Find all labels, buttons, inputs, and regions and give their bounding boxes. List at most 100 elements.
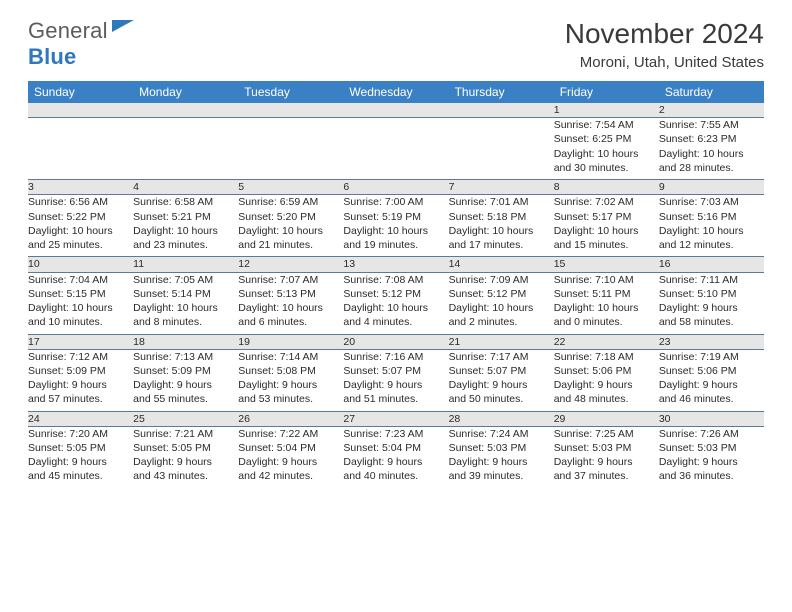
daylight-text-1: Daylight: 10 hours [28,301,133,315]
day-number-row: 10111213141516 [28,257,764,272]
day-detail-cell: Sunrise: 7:14 AMSunset: 5:08 PMDaylight:… [238,349,343,411]
daylight-text-2: and 4 minutes. [343,315,448,329]
day-number-cell: 20 [343,334,448,349]
sunset-text: Sunset: 5:04 PM [238,441,343,455]
day-number-cell: 2 [659,103,764,118]
daylight-text-2: and 50 minutes. [449,392,554,406]
daylight-text-2: and 58 minutes. [659,315,764,329]
day-number-cell: 15 [554,257,659,272]
daylight-text-1: Daylight: 9 hours [343,378,448,392]
daylight-text-2: and 8 minutes. [133,315,238,329]
daylight-text-2: and 42 minutes. [238,469,343,483]
daylight-text-2: and 23 minutes. [133,238,238,252]
daylight-text-2: and 19 minutes. [343,238,448,252]
day-detail-cell [343,118,448,180]
day-detail-cell [133,118,238,180]
sunset-text: Sunset: 5:05 PM [133,441,238,455]
day-number-row: 3456789 [28,180,764,195]
daylight-text-1: Daylight: 10 hours [238,301,343,315]
sunrise-text: Sunrise: 7:16 AM [343,350,448,364]
sunset-text: Sunset: 5:17 PM [554,210,659,224]
sunset-text: Sunset: 5:18 PM [449,210,554,224]
daylight-text-2: and 46 minutes. [659,392,764,406]
daylight-text-2: and 25 minutes. [28,238,133,252]
day-detail-row: Sunrise: 7:04 AMSunset: 5:15 PMDaylight:… [28,272,764,334]
sunset-text: Sunset: 5:12 PM [343,287,448,301]
day-number-cell: 19 [238,334,343,349]
day-number-cell: 6 [343,180,448,195]
daylight-text-2: and 48 minutes. [554,392,659,406]
sunset-text: Sunset: 5:11 PM [554,287,659,301]
sunrise-text: Sunrise: 7:55 AM [659,118,764,132]
sunset-text: Sunset: 5:06 PM [554,364,659,378]
weekday-header: Saturday [659,81,764,103]
sunset-text: Sunset: 5:05 PM [28,441,133,455]
sunrise-text: Sunrise: 7:17 AM [449,350,554,364]
day-number-row: 17181920212223 [28,334,764,349]
sunset-text: Sunset: 5:22 PM [28,210,133,224]
sunset-text: Sunset: 5:07 PM [343,364,448,378]
day-detail-cell: Sunrise: 6:59 AMSunset: 5:20 PMDaylight:… [238,195,343,257]
day-number-cell: 9 [659,180,764,195]
weekday-header: Friday [554,81,659,103]
daylight-text-1: Daylight: 9 hours [133,378,238,392]
day-number-cell: 25 [133,411,238,426]
daylight-text-1: Daylight: 10 hours [449,301,554,315]
title-block: November 2024 Moroni, Utah, United State… [565,18,764,71]
daylight-text-2: and 57 minutes. [28,392,133,406]
day-detail-cell: Sunrise: 6:58 AMSunset: 5:21 PMDaylight:… [133,195,238,257]
daylight-text-2: and 30 minutes. [554,161,659,175]
daylight-text-2: and 21 minutes. [238,238,343,252]
sunset-text: Sunset: 5:21 PM [133,210,238,224]
daylight-text-1: Daylight: 10 hours [133,224,238,238]
daylight-text-2: and 0 minutes. [554,315,659,329]
day-detail-cell: Sunrise: 7:16 AMSunset: 5:07 PMDaylight:… [343,349,448,411]
sunrise-text: Sunrise: 7:21 AM [133,427,238,441]
sunset-text: Sunset: 5:03 PM [659,441,764,455]
daylight-text-2: and 37 minutes. [554,469,659,483]
daylight-text-1: Daylight: 9 hours [28,378,133,392]
sunset-text: Sunset: 5:09 PM [133,364,238,378]
weekday-header: Wednesday [343,81,448,103]
sunset-text: Sunset: 5:15 PM [28,287,133,301]
day-number-cell: 7 [449,180,554,195]
weekday-header: Tuesday [238,81,343,103]
sunrise-text: Sunrise: 6:59 AM [238,195,343,209]
sunset-text: Sunset: 5:07 PM [449,364,554,378]
logo: General Blue [28,18,108,70]
day-detail-cell: Sunrise: 7:54 AMSunset: 6:25 PMDaylight:… [554,118,659,180]
sunrise-text: Sunrise: 7:04 AM [28,273,133,287]
sunset-text: Sunset: 5:10 PM [659,287,764,301]
day-number-cell: 10 [28,257,133,272]
day-number-cell: 11 [133,257,238,272]
sunset-text: Sunset: 5:16 PM [659,210,764,224]
weekday-header: Thursday [449,81,554,103]
day-detail-cell: Sunrise: 7:07 AMSunset: 5:13 PMDaylight:… [238,272,343,334]
day-number-cell: 30 [659,411,764,426]
sunrise-text: Sunrise: 6:58 AM [133,195,238,209]
sunrise-text: Sunrise: 7:54 AM [554,118,659,132]
daylight-text-1: Daylight: 9 hours [449,455,554,469]
daylight-text-2: and 12 minutes. [659,238,764,252]
day-number-cell: 4 [133,180,238,195]
day-detail-cell: Sunrise: 7:21 AMSunset: 5:05 PMDaylight:… [133,426,238,488]
day-detail-row: Sunrise: 6:56 AMSunset: 5:22 PMDaylight:… [28,195,764,257]
daylight-text-1: Daylight: 10 hours [659,147,764,161]
weekday-header: Monday [133,81,238,103]
daylight-text-2: and 43 minutes. [133,469,238,483]
sunrise-text: Sunrise: 7:14 AM [238,350,343,364]
day-detail-row: Sunrise: 7:54 AMSunset: 6:25 PMDaylight:… [28,118,764,180]
day-detail-cell: Sunrise: 7:26 AMSunset: 5:03 PMDaylight:… [659,426,764,488]
day-number-cell [238,103,343,118]
sunset-text: Sunset: 5:06 PM [659,364,764,378]
day-detail-cell: Sunrise: 7:22 AMSunset: 5:04 PMDaylight:… [238,426,343,488]
header: General Blue November 2024 Moroni, Utah,… [28,18,764,71]
day-detail-cell: Sunrise: 7:20 AMSunset: 5:05 PMDaylight:… [28,426,133,488]
day-detail-cell [238,118,343,180]
weekday-header: Sunday [28,81,133,103]
day-number-cell: 13 [343,257,448,272]
sunrise-text: Sunrise: 7:24 AM [449,427,554,441]
daylight-text-1: Daylight: 9 hours [659,378,764,392]
day-detail-cell: Sunrise: 7:09 AMSunset: 5:12 PMDaylight:… [449,272,554,334]
sunset-text: Sunset: 5:09 PM [28,364,133,378]
